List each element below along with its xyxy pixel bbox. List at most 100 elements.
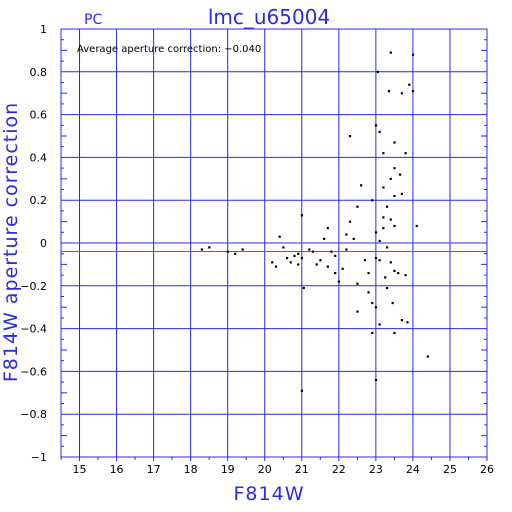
data-point [389,51,392,54]
data-point [389,261,392,264]
data-point [404,152,407,155]
average-correction-annotation: Average aperture correction: −0.040 [77,44,261,55]
y-tick-label: 0.4 [30,151,48,164]
data-point [241,248,244,251]
data-point [382,227,385,230]
data-point [300,214,303,217]
x-tick-label: 23 [369,463,383,476]
data-point [378,130,381,133]
data-point [360,184,363,187]
data-point [326,227,329,230]
x-axis-ticks: 15 16 17 18 19 20 21 22 23 24 25 26 [60,457,494,476]
x-tick-label: 21 [295,463,309,476]
data-point [411,53,415,56]
data-point [308,248,311,251]
x-tick-label: 17 [147,463,161,476]
chart-title: lmc_u65004 [208,5,330,29]
data-point [371,301,374,305]
data-point [389,218,392,221]
data-point [393,141,396,144]
data-point [378,239,381,243]
data-point [356,310,359,313]
data-point [393,167,396,170]
data-point [374,231,378,234]
data-point [426,355,429,358]
data-point [400,319,403,322]
data-point [374,378,378,382]
data-point [367,271,370,275]
data-point [289,261,292,264]
data-points [200,51,429,392]
data-point [382,186,385,189]
data-point [400,192,403,195]
data-point [415,224,418,228]
data-point [384,276,387,279]
data-point [376,70,379,73]
data-point [285,256,289,260]
y-axis-ticks: 1 0.8 0.6 0.4 0.2 0 −0.2 −0.4 −0.6 −0.8 −1 [20,23,487,464]
y-tick-label: 0.2 [30,194,48,207]
x-tick-label: 16 [110,463,124,476]
y-tick-label: 0.6 [30,109,48,122]
data-point [341,267,344,270]
data-point [337,280,341,283]
data-point [348,135,352,138]
data-point [356,282,359,285]
data-point [208,246,211,249]
data-point [378,259,381,262]
data-point [411,90,415,93]
y-tick-label: 0 [40,237,47,250]
data-point [393,269,396,273]
data-point [345,248,348,251]
data-point [397,271,400,275]
data-point [200,248,203,251]
data-point [408,83,411,86]
data-point [378,323,381,326]
data-point [371,199,374,202]
data-point [382,216,385,219]
data-point [297,263,300,266]
data-point [367,291,370,294]
data-point [389,177,392,180]
data-point [387,90,391,93]
data-point [300,256,303,260]
data-point [334,254,337,258]
data-point [330,250,333,253]
data-point [278,235,281,238]
data-point [356,205,359,208]
x-tick-label: 19 [221,463,235,476]
x-tick-label: 26 [480,463,494,476]
x-tick-label: 24 [406,463,420,476]
data-point [345,233,348,236]
data-point [382,152,385,155]
x-tick-label: 20 [258,463,272,476]
y-tick-label: −0.4 [20,323,47,336]
data-point [371,331,374,335]
data-point [319,259,322,262]
data-point [326,265,329,268]
data-point [334,271,337,275]
data-point [404,274,407,277]
data-point [393,331,396,335]
y-tick-label: 0.8 [30,66,48,79]
y-tick-label: −0.2 [20,280,47,293]
data-point [374,256,378,260]
y-tick-label: −0.8 [20,408,47,421]
data-point [385,286,389,290]
data-point [226,250,229,253]
y-axis-title: F814W aperture correction [0,102,22,382]
x-axis-title: F814W [234,483,305,505]
data-point [323,237,326,240]
data-point [385,246,389,249]
data-point [234,252,237,255]
data-point [352,237,355,240]
x-tick-label: 25 [443,463,457,476]
data-point [274,265,278,268]
y-tick-label: 1 [40,23,47,36]
data-point [391,301,394,305]
x-tick-label: 22 [332,463,346,476]
x-tick-label: 15 [73,463,87,476]
data-point [297,252,300,255]
data-point [302,286,305,290]
